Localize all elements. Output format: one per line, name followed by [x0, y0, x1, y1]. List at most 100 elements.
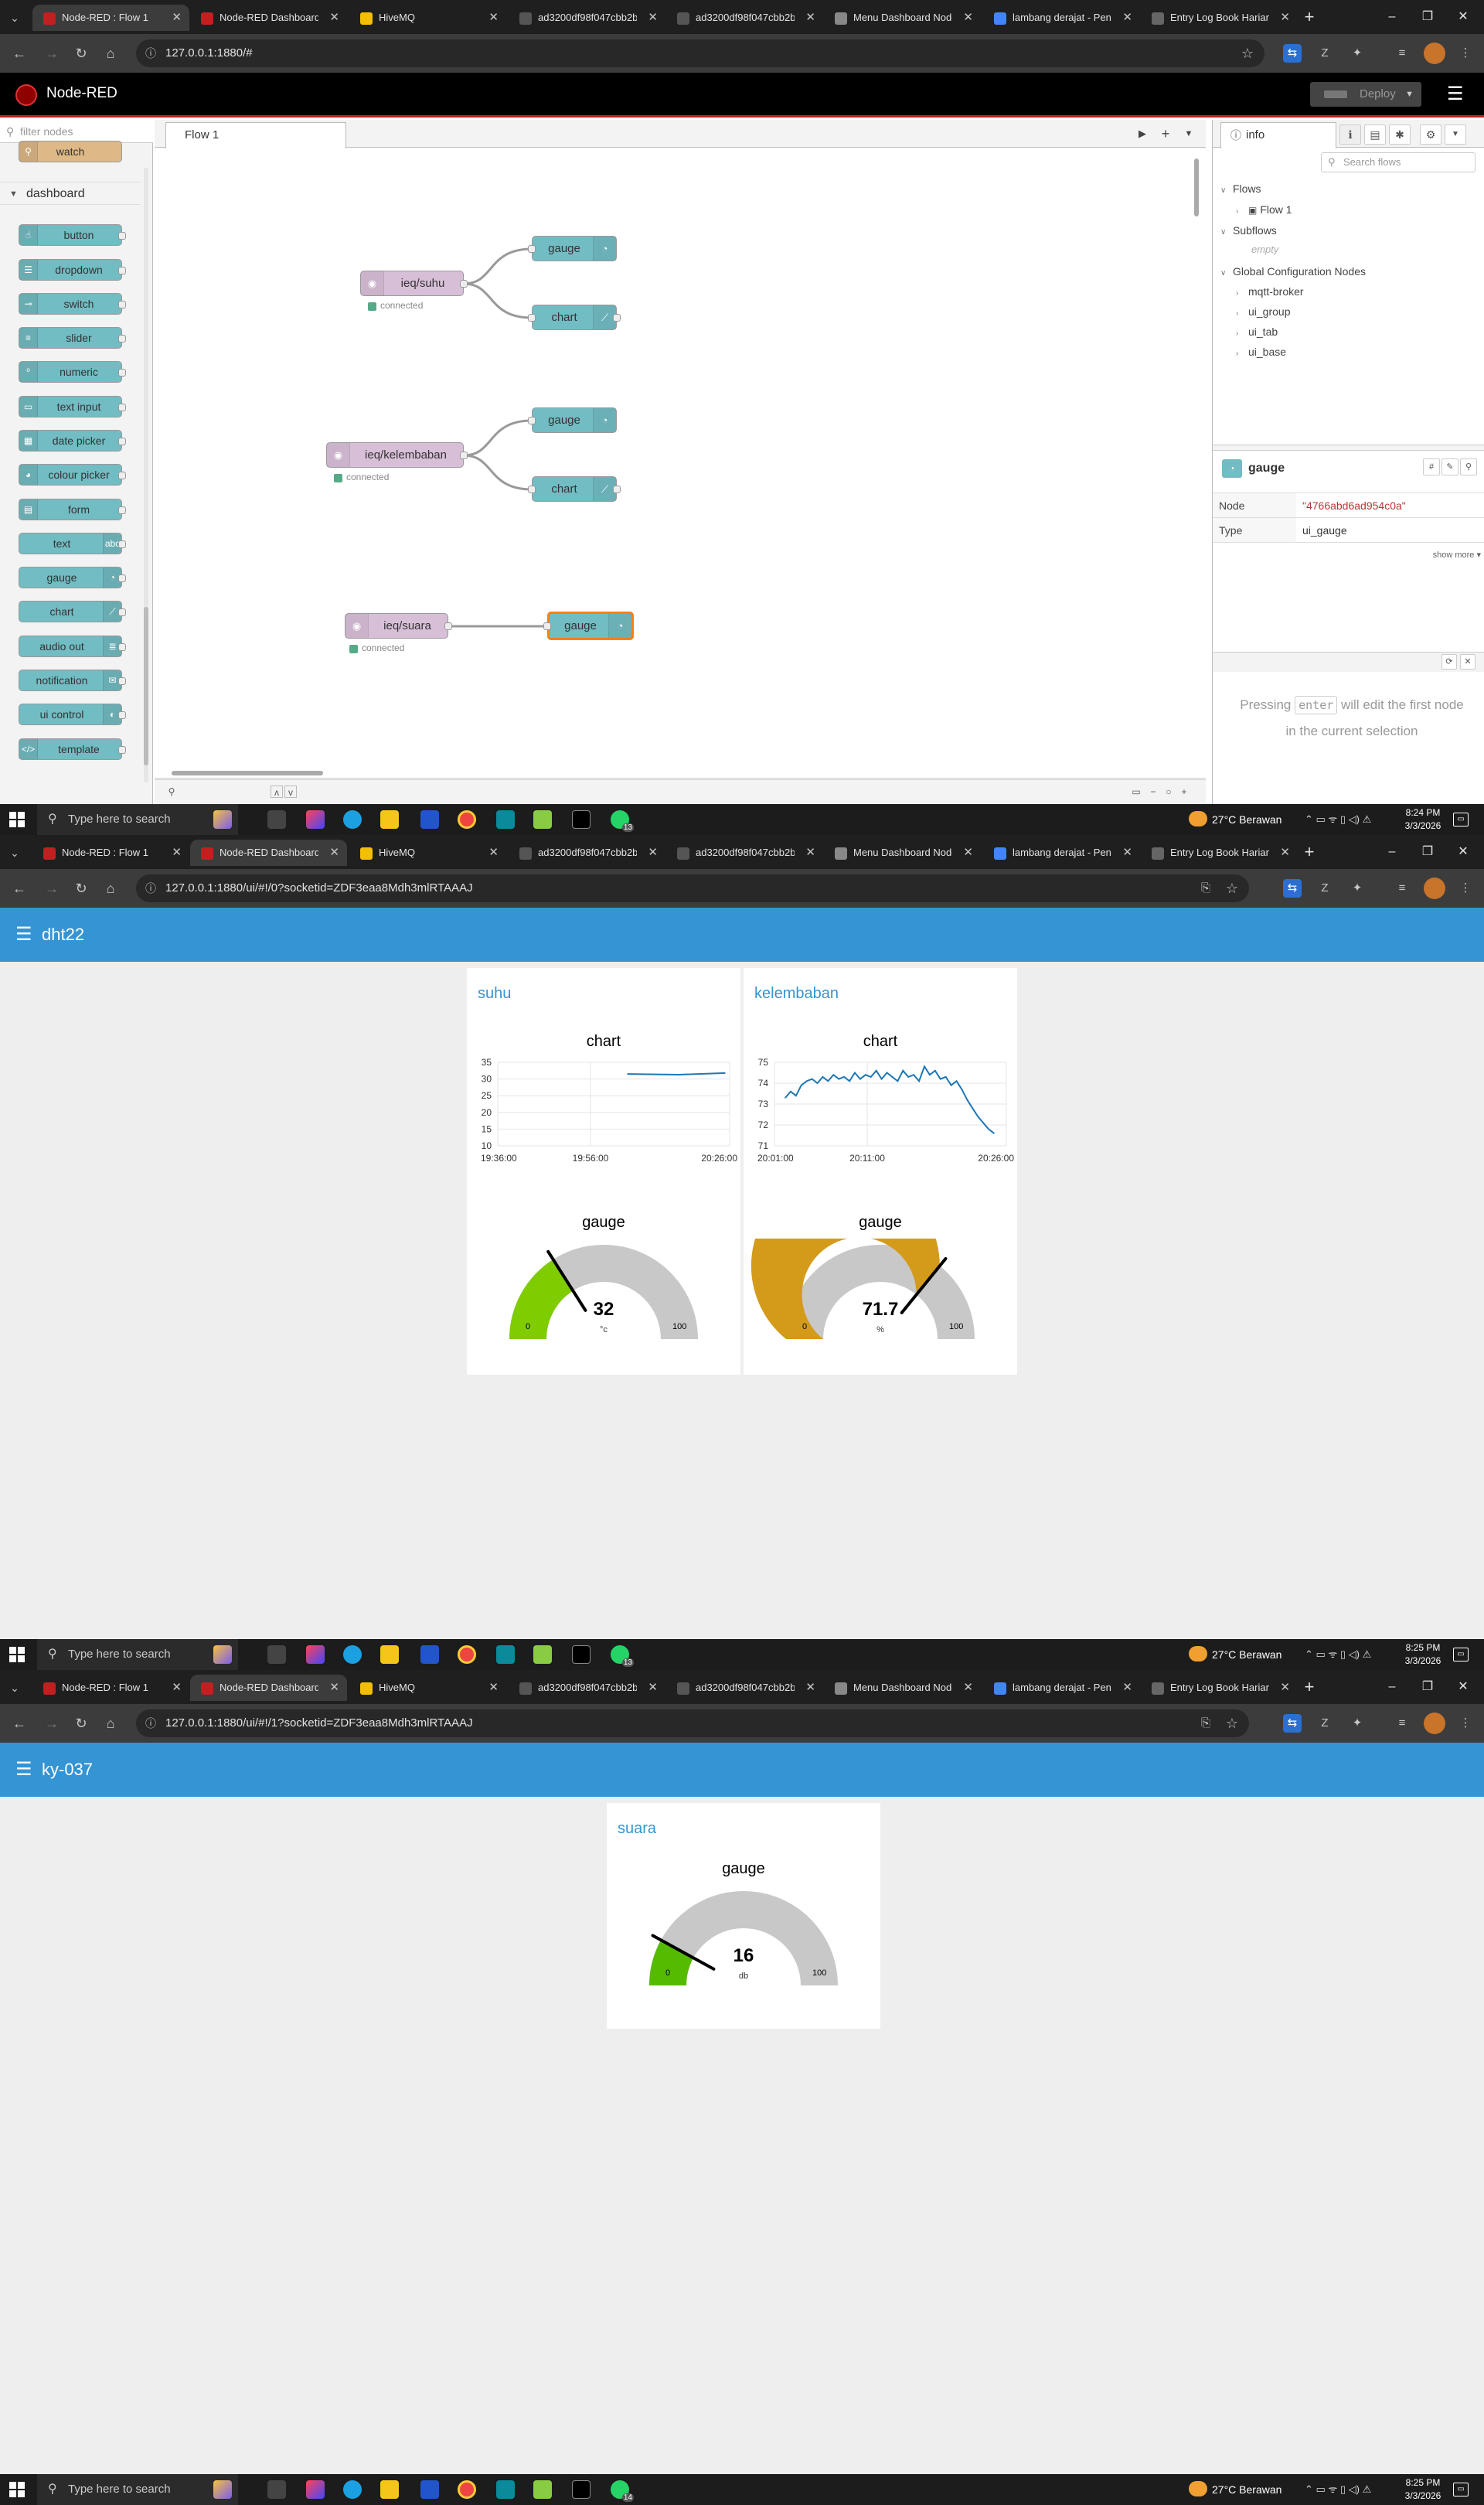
browser-tab[interactable]: Menu Dashboard Node... ✕	[824, 1675, 981, 1701]
palette-filter-input[interactable]: ⚲ filter nodes	[0, 120, 153, 143]
show-more-link[interactable]: show more ▾	[1432, 550, 1481, 560]
whatsapp-icon[interactable]: 14	[611, 2480, 634, 2502]
flow-list-dropdown-icon[interactable]: ▼	[1184, 129, 1193, 138]
system-tray[interactable]: ⌃ ▭ ᯤ ▯ ◁) ⚠	[1305, 2483, 1372, 2495]
palette-node-dropdown[interactable]: ☰ dropdown	[19, 259, 126, 281]
tab-close-icon[interactable]: ✕	[329, 11, 339, 24]
tab-close-icon[interactable]: ✕	[488, 11, 499, 24]
browser-tab[interactable]: ad3200df98f047cbb2b... ✕	[509, 5, 665, 31]
system-tray[interactable]: ⌃ ▭ ᯤ ▯ ◁) ⚠	[1305, 813, 1372, 825]
site-info-icon[interactable]: ⓘ	[145, 882, 156, 895]
dashboard-menu-icon[interactable]: ☰	[15, 924, 32, 945]
search-flows-input[interactable]: ⚲ Search flows	[1321, 152, 1475, 172]
clock[interactable]: 8:24 PM 3/3/2026	[1396, 806, 1450, 833]
palette-node-text[interactable]: abc text	[19, 533, 126, 554]
browser-tab[interactable]: HiveMQ ✕	[349, 840, 506, 866]
deploy-caret-icon[interactable]: ▼	[1405, 90, 1414, 99]
tab-close-icon[interactable]: ✕	[1280, 11, 1290, 24]
task-view-icon[interactable]	[267, 810, 286, 829]
output-port[interactable]	[460, 452, 468, 459]
palette-node-ui-control[interactable]: ◐ ui control	[19, 704, 126, 725]
browser-tab[interactable]: Menu Dashboard Node... ✕	[824, 840, 981, 866]
chrome-icon[interactable]	[458, 2480, 476, 2499]
tab-flow-1[interactable]: Flow 1	[165, 122, 346, 148]
whatsapp-icon[interactable]: 13	[611, 810, 634, 832]
clock[interactable]: 8:25 PM 3/3/2026	[1396, 2476, 1450, 2503]
tab-close-icon[interactable]: ✕	[329, 846, 339, 859]
browser-tab[interactable]: Node-RED : Flow 1 ✕	[32, 1675, 189, 1701]
flow-canvas[interactable]: ◉ ieq/suhu connected gauge ◔ chart ⟋ ◉ ieq/k…	[155, 148, 1206, 779]
browser-tab[interactable]: ad3200df98f047cbb2b... ✕	[509, 840, 665, 866]
palette-node-numeric[interactable]: ⁰ numeric	[19, 361, 126, 383]
browser-tab[interactable]: Entry Log Book Harian ✕	[1141, 840, 1298, 866]
minimize-button[interactable]: –	[1388, 10, 1396, 23]
browser-tab[interactable]: Node-RED : Flow 1 ✕	[32, 840, 189, 866]
site-info-icon[interactable]: ⓘ	[145, 1717, 156, 1730]
extension-z-icon[interactable]: Z	[1321, 46, 1329, 60]
taskbar-search-input[interactable]: ⚲ Type here to search	[37, 804, 238, 835]
input-port[interactable]	[528, 245, 536, 253]
palette-node-slider[interactable]: ≡ slider	[19, 327, 126, 349]
windows-start-icon[interactable]	[9, 1647, 25, 1662]
weather-widget[interactable]: 27°C Berawan	[1189, 1639, 1281, 1670]
close-window-button[interactable]: ✕	[1458, 10, 1469, 23]
tab-close-icon[interactable]: ✕	[805, 846, 815, 859]
tab-search-button[interactable]: ⌄	[10, 12, 19, 24]
tab-close-icon[interactable]: ✕	[963, 846, 973, 859]
windows-start-icon[interactable]	[9, 812, 25, 827]
media-control-icon[interactable]: ≡	[1398, 881, 1406, 895]
profile-avatar[interactable]	[1424, 43, 1445, 64]
file-explorer-icon[interactable]	[380, 1645, 399, 1664]
minimize-button[interactable]: –	[1388, 845, 1396, 858]
arduino-icon[interactable]	[496, 1645, 515, 1664]
copilot-app-icon[interactable]	[306, 810, 325, 829]
browser-tab[interactable]: lambang derajat - Pene... ✕	[983, 5, 1140, 31]
back-button[interactable]: ←	[12, 1716, 26, 1731]
palette-node-chart[interactable]: ⟋ chart	[19, 601, 126, 622]
notifications-icon[interactable]: ▭	[1453, 2483, 1469, 2496]
extension-translate-icon[interactable]: ⇆	[1283, 879, 1302, 898]
bookmark-star-icon[interactable]: ☆	[1241, 46, 1254, 61]
tab-close-icon[interactable]: ✕	[1122, 11, 1132, 24]
back-button[interactable]: ←	[12, 881, 26, 896]
media-control-icon[interactable]: ≡	[1398, 1716, 1406, 1730]
info-tab-icon[interactable]: ℹ	[1339, 124, 1361, 145]
browser-tab[interactable]: Node-RED Dashboard ✕	[190, 840, 347, 866]
add-flow-button[interactable]: +	[1161, 126, 1170, 141]
edge-icon[interactable]	[343, 1645, 362, 1664]
palette-node-button[interactable]: ☝ button	[19, 224, 126, 246]
forward-button[interactable]: →	[45, 46, 59, 61]
tree-config-ui_tab[interactable]: › ui_tab	[1236, 323, 1278, 340]
media-control-icon[interactable]: ≡	[1398, 46, 1406, 60]
browser-tab[interactable]: Node-RED : Flow 1 ✕	[32, 5, 189, 31]
zoom-out-icon[interactable]: −	[1150, 786, 1156, 797]
ui-gauge-node-kelembaban[interactable]: gauge ◔	[528, 407, 617, 433]
output-port[interactable]	[460, 280, 468, 288]
edge-icon[interactable]	[343, 810, 362, 829]
task-view-icon[interactable]	[267, 1645, 286, 1664]
weather-widget[interactable]: 27°C Berawan	[1189, 804, 1281, 835]
tab-close-icon[interactable]: ✕	[172, 1681, 182, 1694]
browser-tab[interactable]: ad3200df98f047cbb2b... ✕	[666, 840, 823, 866]
ui-chart-node-kelembaban[interactable]: chart ⟋	[528, 476, 621, 502]
input-port[interactable]	[528, 314, 536, 322]
arduino-icon[interactable]	[496, 2480, 515, 2499]
install-app-icon[interactable]: ⎘	[1200, 1716, 1210, 1730]
browser-tab[interactable]: Entry Log Book Harian ✕	[1141, 1675, 1298, 1701]
tab-close-icon[interactable]: ✕	[648, 11, 658, 24]
palette-node-date-picker[interactable]: ▦ date picker	[19, 430, 126, 452]
new-tab-button[interactable]: +	[1304, 1677, 1315, 1696]
tab-close-icon[interactable]: ✕	[963, 1681, 973, 1694]
windows-start-icon[interactable]	[9, 2482, 25, 2497]
tab-close-icon[interactable]: ✕	[1122, 1681, 1132, 1694]
search-icon[interactable]: ⚲	[168, 786, 175, 797]
browser-tab[interactable]: lambang derajat - Pene... ✕	[983, 1675, 1140, 1701]
reload-button[interactable]: ↻	[75, 1716, 87, 1731]
minimize-button[interactable]: –	[1388, 1680, 1396, 1693]
arduino-icon[interactable]	[496, 810, 515, 829]
file-explorer-icon[interactable]	[380, 2480, 399, 2499]
terminal-icon[interactable]	[572, 2480, 591, 2499]
debug-bug-icon[interactable]: ✱	[1389, 124, 1411, 145]
app-icon[interactable]	[533, 810, 552, 829]
tab-search-button[interactable]: ⌄	[10, 1682, 19, 1694]
